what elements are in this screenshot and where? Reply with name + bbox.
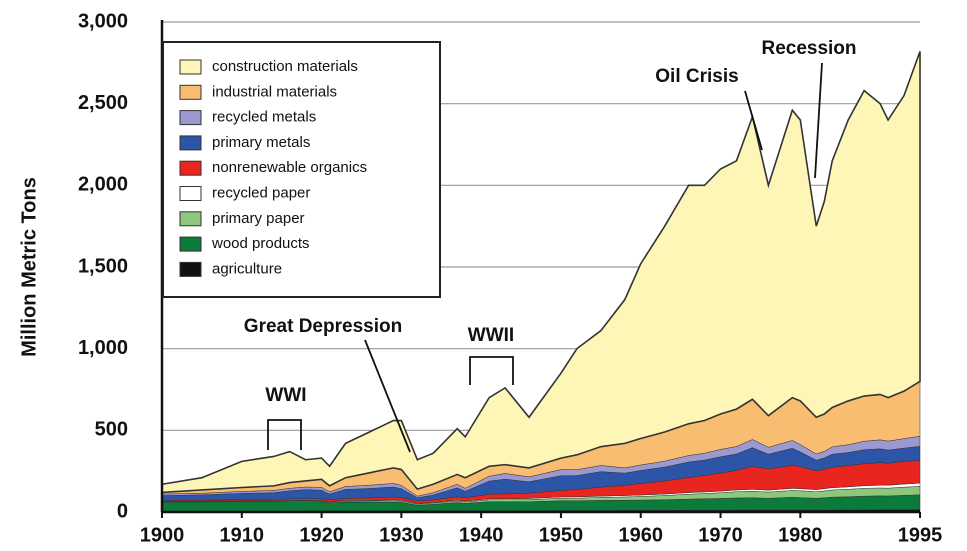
legend-label: primary metals [212, 134, 310, 151]
annotation: Great Depression [244, 316, 402, 337]
legend-swatch [179, 261, 202, 277]
annotation-line [814, 62, 823, 179]
y-axis-title: Million Metric Tons [18, 177, 40, 357]
y-tick-label: 2,500 [78, 92, 128, 114]
x-tick-label: 1940 [459, 524, 504, 546]
area [161, 51, 921, 494]
x-tick-label: 1900 [140, 524, 185, 546]
legend-swatch [179, 110, 202, 126]
x-tick-label: 1995 [898, 524, 943, 546]
x-tick-label: 1950 [539, 524, 584, 546]
x-tick-label: 1980 [778, 524, 823, 546]
annotation: Oil Crisis [655, 66, 738, 87]
legend-label: construction materials [212, 58, 358, 75]
legend-swatch [179, 135, 202, 151]
legend-box [162, 41, 441, 298]
annotation: Recession [761, 38, 856, 59]
legend-label: industrial materials [212, 83, 337, 100]
legend-label: nonrenewable organics [212, 159, 367, 176]
y-tick-label: 0 [117, 500, 128, 522]
annotation-line [469, 356, 514, 385]
annotation: WWII [468, 325, 514, 346]
annotation-line [744, 90, 763, 151]
legend-label: primary paper [212, 210, 305, 227]
x-tick-label: 1970 [698, 524, 743, 546]
y-tick-label: 500 [95, 419, 128, 441]
legend-swatch [179, 160, 202, 176]
legend-label: recycled paper [212, 184, 310, 201]
annotation-line [267, 419, 302, 450]
legend-swatch [179, 236, 202, 252]
x-tick-label: 1960 [618, 524, 663, 546]
y-tick-label: 2,000 [78, 174, 128, 196]
legend-swatch [179, 186, 202, 201]
legend-label: recycled metals [212, 109, 316, 126]
legend-label: wood products [211, 235, 310, 252]
y-tick-label: 1,500 [78, 255, 128, 277]
legend-swatch [179, 84, 202, 100]
y-tick-label: 1,000 [78, 337, 128, 359]
legend-swatch [179, 59, 202, 75]
y-tick-label: 3,000 [78, 10, 128, 32]
x-tick-label: 1930 [379, 524, 424, 546]
legend-label: agriculture [212, 260, 282, 277]
annotation-line [364, 339, 411, 453]
x-tick-label: 1920 [299, 524, 344, 546]
legend-swatch [179, 211, 202, 227]
annotation: WWI [265, 385, 306, 406]
x-tick-label: 1910 [220, 524, 265, 546]
